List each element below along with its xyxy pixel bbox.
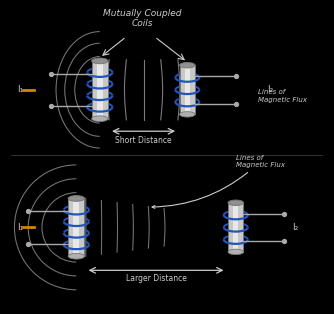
Text: Larger Distance: Larger Distance [126,274,186,283]
Bar [233,203,238,252]
Ellipse shape [228,249,243,255]
Bar [185,65,190,114]
Ellipse shape [92,58,108,64]
Text: I₁: I₁ [17,223,23,232]
Ellipse shape [180,62,195,68]
Bar [97,61,103,119]
Bar [228,203,243,252]
Bar [92,61,108,119]
Ellipse shape [68,253,85,259]
Ellipse shape [92,116,108,122]
Ellipse shape [68,196,85,201]
Bar [180,65,195,114]
Bar [68,198,85,256]
Text: I₂: I₂ [267,85,273,94]
Text: Short Distance: Short Distance [115,136,172,145]
Ellipse shape [180,112,195,117]
Text: I₁: I₁ [17,85,23,94]
Ellipse shape [228,200,243,205]
Text: Lines of
Magnetic Flux: Lines of Magnetic Flux [258,89,307,103]
Text: I₂: I₂ [292,223,298,232]
Bar [73,198,79,256]
Text: Lines of
Magnetic Flux: Lines of Magnetic Flux [152,155,285,208]
Text: Mutually Coupled
Coils: Mutually Coupled Coils [103,8,181,28]
